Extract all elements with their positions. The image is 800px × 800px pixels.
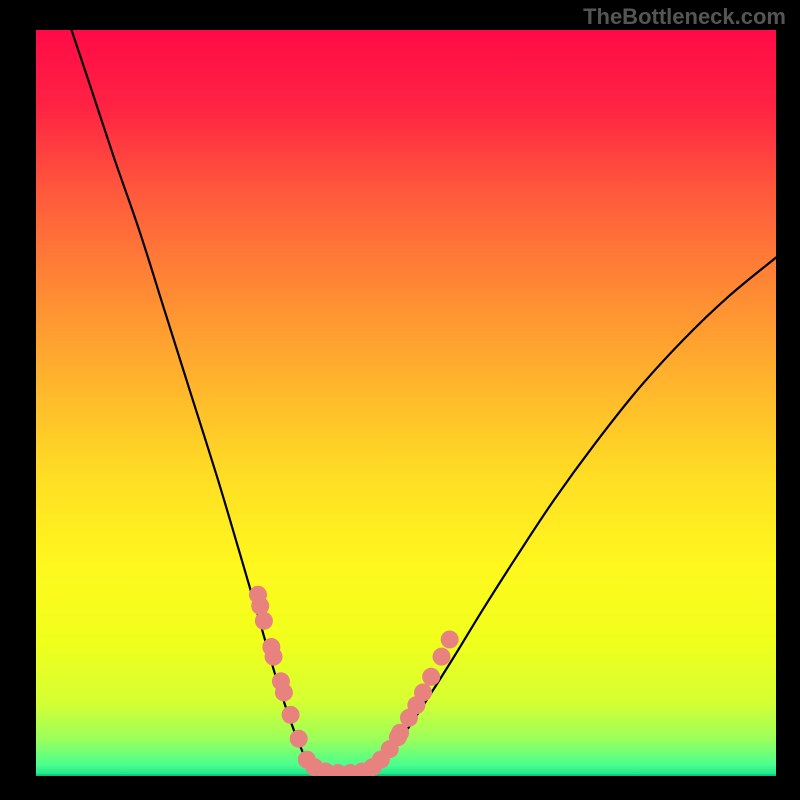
data-point [433,648,451,666]
data-point [441,630,459,648]
data-point [265,648,283,666]
data-point [275,683,293,701]
data-point [290,730,308,748]
chart-frame: TheBottleneck.com [0,0,800,800]
data-point [251,597,269,615]
watermark-text: TheBottleneck.com [583,4,786,30]
data-point [282,706,300,724]
plot-area [36,30,776,776]
data-point [414,683,432,701]
data-point [255,612,273,630]
gradient-background [36,30,776,776]
data-point [422,668,440,686]
chart-svg [36,30,776,776]
